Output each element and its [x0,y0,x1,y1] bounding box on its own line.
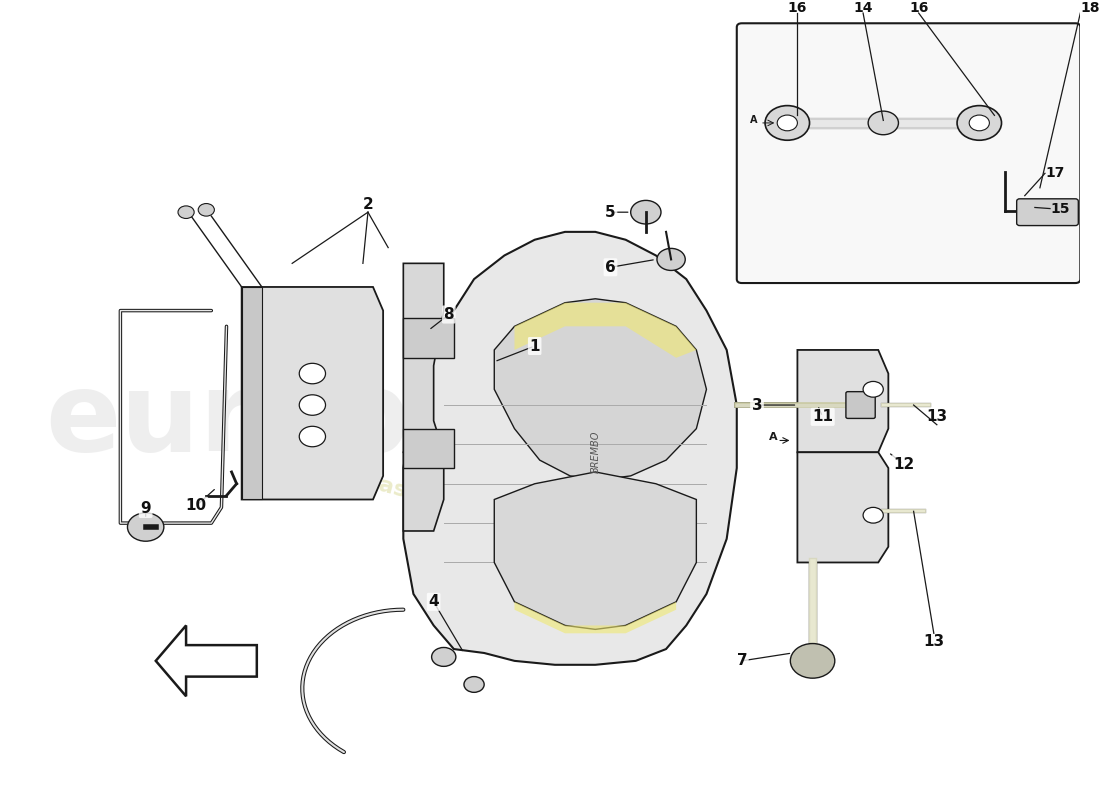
Text: A: A [750,115,758,125]
Circle shape [178,206,195,218]
Text: 15: 15 [1050,202,1070,215]
Circle shape [657,248,685,270]
Circle shape [957,106,1001,140]
Circle shape [630,200,661,224]
Text: 11: 11 [812,410,833,424]
Text: 16: 16 [788,1,807,14]
Polygon shape [404,232,737,665]
Text: 14: 14 [854,1,872,14]
Text: 16: 16 [909,1,928,14]
Text: 17: 17 [1045,166,1065,180]
Circle shape [864,382,883,397]
Polygon shape [515,602,676,634]
Circle shape [299,426,326,446]
Text: 5: 5 [605,205,616,220]
Circle shape [969,115,989,130]
Polygon shape [242,287,262,499]
Circle shape [790,643,835,678]
Text: 9: 9 [141,502,151,517]
FancyBboxPatch shape [737,23,1080,283]
Circle shape [299,363,326,384]
Text: 1: 1 [529,338,540,354]
Text: a passion for parts since 1985: a passion for parts since 1985 [339,465,710,582]
Text: 13: 13 [926,410,947,424]
Polygon shape [515,302,696,358]
Polygon shape [404,318,454,358]
Text: A: A [769,433,778,442]
Circle shape [299,395,326,415]
Circle shape [431,647,455,666]
Circle shape [198,203,214,216]
Text: 3: 3 [751,398,762,413]
Text: 18: 18 [1080,1,1100,14]
Text: 2: 2 [363,197,373,212]
Text: 4: 4 [428,594,439,610]
Polygon shape [798,452,889,562]
Text: 7: 7 [737,654,747,668]
Text: europarts: europarts [45,367,660,474]
Polygon shape [404,452,443,531]
Text: BREMBO: BREMBO [591,431,601,474]
FancyBboxPatch shape [1016,199,1078,226]
Polygon shape [156,626,256,696]
Polygon shape [242,287,383,499]
Polygon shape [404,429,454,468]
Polygon shape [494,472,696,630]
Text: 13: 13 [923,634,945,649]
Circle shape [864,507,883,523]
Text: 12: 12 [893,457,914,471]
Circle shape [766,106,810,140]
Text: 8: 8 [443,307,454,322]
Polygon shape [404,263,443,452]
Circle shape [868,111,899,134]
Circle shape [128,513,164,542]
Polygon shape [798,350,889,452]
Polygon shape [494,298,706,480]
Circle shape [778,115,798,130]
FancyBboxPatch shape [846,392,876,418]
Circle shape [464,677,484,692]
Text: 10: 10 [186,498,207,514]
Text: 6: 6 [605,260,616,274]
